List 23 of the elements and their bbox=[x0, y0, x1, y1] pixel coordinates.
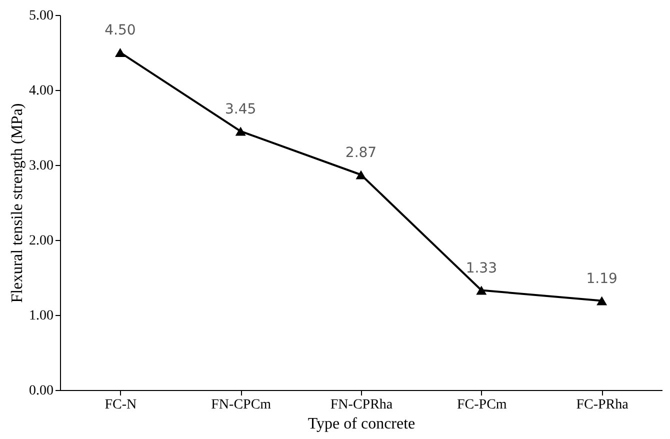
x-tick-label: FC-PCm bbox=[456, 398, 507, 412]
x-tick-label: FC-N bbox=[104, 398, 137, 412]
y-tick-label: 1.00 bbox=[29, 308, 54, 324]
point bbox=[114, 48, 126, 58]
data-label: 4.50 bbox=[104, 22, 136, 38]
y-tick-label: 3.00 bbox=[29, 158, 54, 174]
y-axis-title: Flexural tensile strength (MPa) bbox=[9, 103, 26, 303]
x-tick-label: FC-PRha bbox=[576, 398, 630, 412]
y-tick-label: 4.00 bbox=[29, 84, 54, 98]
data-label: 1.33 bbox=[466, 260, 497, 276]
y-tick-label: 0.00 bbox=[29, 384, 54, 398]
x-tick-label: FN-CPCm bbox=[211, 398, 272, 412]
y-tick-label: 2.00 bbox=[29, 234, 54, 248]
point bbox=[235, 126, 246, 136]
data-label: 3.45 bbox=[225, 101, 256, 118]
point bbox=[356, 170, 366, 180]
y-tick-label: 5.00 bbox=[29, 8, 54, 24]
data-label: 1.19 bbox=[586, 270, 618, 287]
x-axis-title: Type of concrete bbox=[308, 416, 416, 432]
point bbox=[476, 286, 487, 295]
x-tick-label: FN-CPRha bbox=[330, 398, 394, 412]
data-label: 2.87 bbox=[345, 144, 377, 161]
point bbox=[596, 296, 608, 306]
